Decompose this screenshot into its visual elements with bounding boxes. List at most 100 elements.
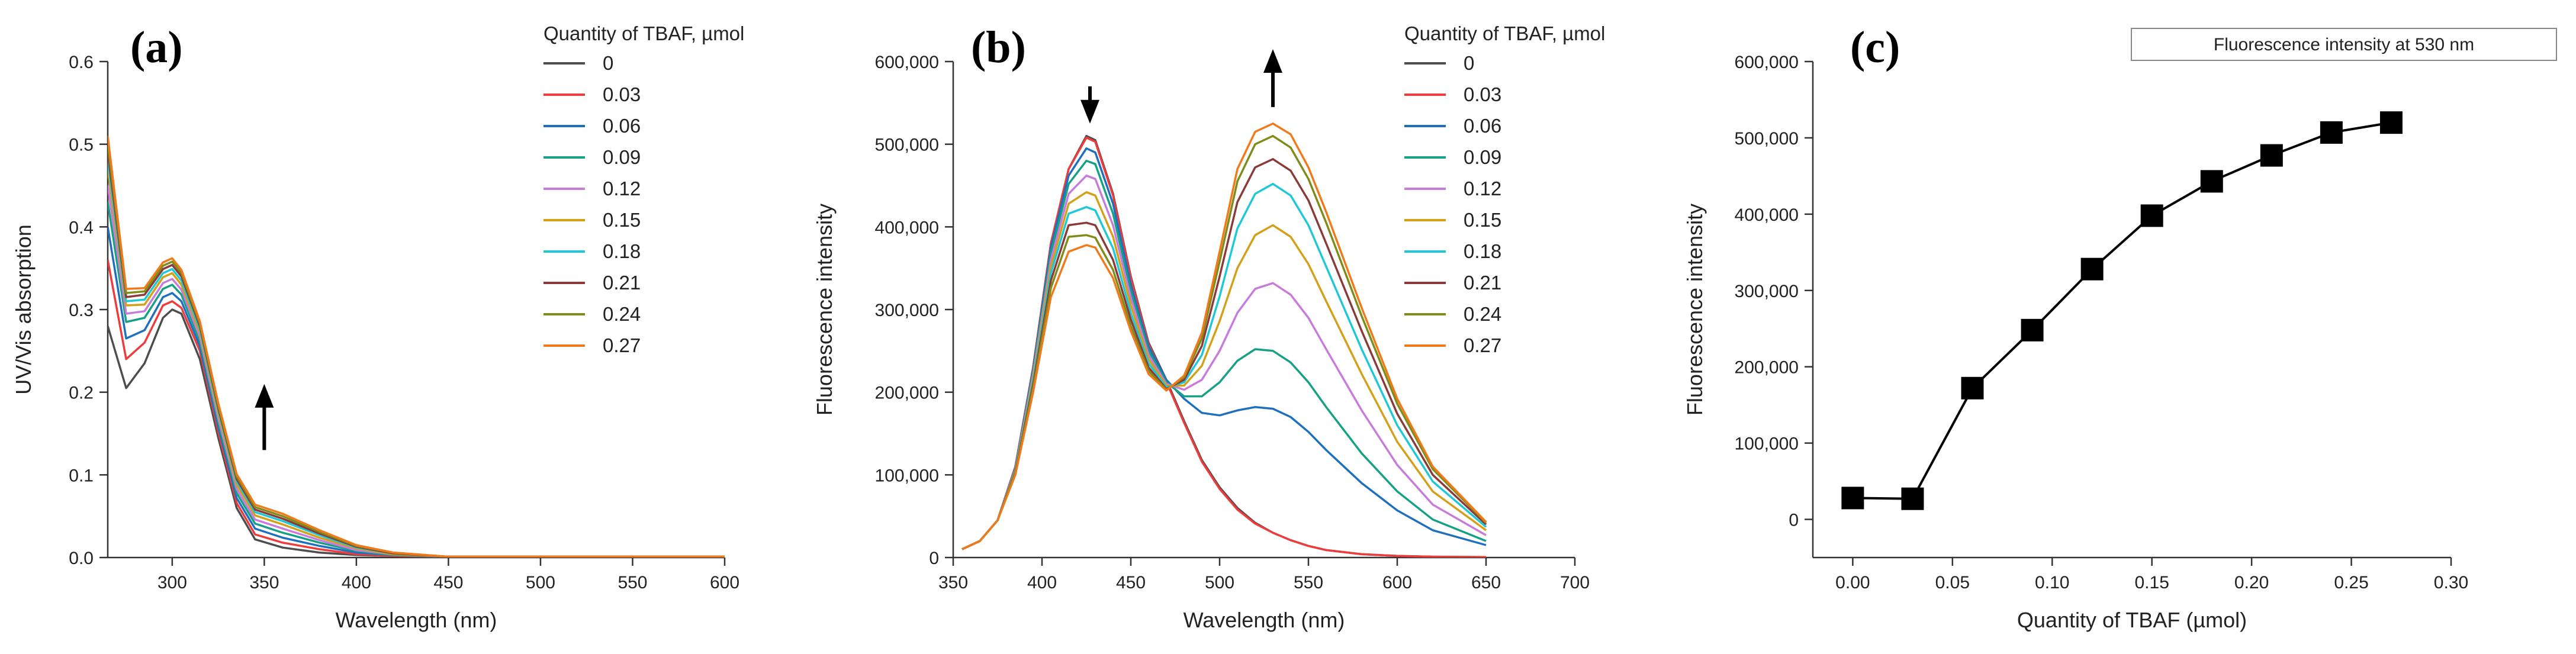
y-tick-label: 100,000 [875, 466, 939, 485]
series-group [961, 123, 1487, 558]
trend-arrow-0-head [1080, 99, 1099, 124]
x-tick-label: 0.25 [2334, 573, 2368, 592]
chart-panel-0: 300 350 400 450 500 550 600 0.0 0.1 0.2 0.3 0.4 0.5 0… [11, 22, 744, 632]
trend-arrow-1-head [1263, 49, 1282, 73]
legend-entry: 0.18 [1464, 240, 1501, 262]
y-tick-label: 400,000 [1735, 205, 1799, 225]
x-tick-label: 400 [1027, 573, 1057, 592]
legend-entry: 0.06 [603, 115, 641, 137]
legend-entry: 0.21 [603, 272, 641, 294]
y-tick-label: 300,000 [1735, 282, 1799, 301]
series-connector-line [1853, 121, 2392, 500]
y-tick-label: 0.5 [69, 136, 94, 155]
panel-label: (a) [130, 22, 183, 72]
y-tick-label: 0.6 [69, 53, 94, 72]
legend-entry: 0.18 [603, 240, 641, 262]
x-tick-label: 300 [157, 573, 187, 592]
legend-entry: 0 [603, 52, 613, 74]
y-tick-label: 500,000 [875, 136, 939, 155]
y-tick-label: 0.3 [69, 301, 94, 320]
x-tick-label: 550 [1294, 573, 1323, 592]
legend-box [2131, 28, 2557, 61]
x-tick-label: 0.00 [1835, 573, 1870, 592]
legend-entry: 0.03 [1464, 83, 1501, 105]
y-tick-label: 400,000 [875, 218, 939, 237]
legend-entry: 0.15 [603, 209, 641, 231]
y-tick-label: 0.0 [69, 549, 94, 568]
x-axis-title: Wavelength (nm) [336, 608, 497, 632]
x-tick-label: 600 [710, 573, 739, 592]
y-tick-label: 100,000 [1735, 434, 1799, 454]
x-tick-label: 600 [1382, 573, 1412, 592]
series-group [108, 136, 725, 558]
x-tick-label: 500 [526, 573, 555, 592]
chart-panel-1: 350 400 450 500 550 600 650 700 0 100,000 200,000 3… [812, 22, 1605, 632]
y-axis-title: Fluorescence intensity [812, 204, 837, 415]
y-tick-label: 600,000 [1735, 53, 1799, 72]
y-tick-label: 500,000 [1735, 129, 1799, 149]
data-point-marker [1841, 487, 1864, 510]
x-tick-label: 700 [1560, 573, 1590, 592]
data-point-marker [1901, 487, 1924, 510]
data-point-marker [2320, 121, 2343, 144]
legend-entry: 0.12 [1464, 178, 1501, 199]
x-tick-label: 0.10 [2035, 573, 2069, 592]
trend-arrow-0-head [255, 384, 274, 408]
y-axis-title: Fluorescence intensity [1683, 204, 1707, 415]
legend-entry: 0.09 [603, 146, 641, 168]
legend-entry: 0.24 [603, 303, 641, 325]
y-tick-label: 200,000 [875, 384, 939, 403]
legend-entry: 0.15 [1464, 209, 1501, 231]
y-tick-label: 600,000 [875, 53, 939, 72]
legend: Quantity of TBAF, µmol 0 0.03 0.06 0.09 0.12 0… [543, 22, 744, 356]
chart-panel-2: 0.00 0.05 0.10 0.15 0.20 0.25 0.30 0 100,000 200,… [1683, 22, 2557, 632]
legend-entry: 0.12 [603, 178, 641, 199]
legend-entry: 0.27 [603, 334, 641, 356]
legend-title: Quantity of TBAF, µmol [543, 22, 744, 44]
data-point-marker [2021, 318, 2044, 342]
series-line-0_27 [108, 136, 725, 558]
x-axis-title: Quantity of TBAF (µmol) [2017, 608, 2247, 632]
x-tick-label: 650 [1471, 573, 1501, 592]
legend-title: Fluorescence intensity at 530 nm [2214, 35, 2474, 54]
x-tick-label: 350 [938, 573, 968, 592]
x-tick-label: 0.05 [1935, 573, 1970, 592]
y-tick-label: 0.1 [69, 466, 94, 485]
data-point-marker [2080, 257, 2104, 281]
y-tick-label: 0.4 [69, 218, 94, 237]
legend: Fluorescence intensity at 530 nm [2131, 28, 2557, 61]
legend-entry: 0.21 [1464, 272, 1501, 294]
x-tick-label: 450 [433, 573, 463, 592]
x-tick-label: 500 [1205, 573, 1234, 592]
panel-label: (c) [1850, 22, 1900, 72]
legend-entry: 0.09 [1464, 146, 1501, 168]
x-tick-label: 0.20 [2234, 573, 2269, 592]
x-tick-label: 350 [249, 573, 279, 592]
x-axis-title: Wavelength (nm) [1184, 608, 1345, 632]
legend-entry: 0 [1464, 52, 1474, 74]
series-line-0_27 [961, 123, 1487, 550]
y-tick-label: 0 [929, 549, 939, 568]
x-tick-label: 400 [342, 573, 371, 592]
y-tick-label: 0.2 [69, 384, 94, 403]
x-tick-label: 550 [618, 573, 647, 592]
legend: Quantity of TBAF, µmol 0 0.03 0.06 0.09 0.12 0… [1404, 22, 1605, 356]
panel-label: (b) [971, 22, 1026, 72]
legend-entry: 0.27 [1464, 334, 1501, 356]
data-point-marker [2379, 111, 2403, 134]
legend-entry: 0.06 [1464, 115, 1501, 137]
y-tick-label: 300,000 [875, 301, 939, 320]
data-point-marker [2200, 170, 2223, 193]
data-point-marker [2260, 144, 2283, 167]
data-point-marker [2140, 204, 2163, 227]
y-axis-title: UV/Vis absorption [11, 224, 36, 395]
legend-title: Quantity of TBAF, µmol [1404, 22, 1605, 44]
x-tick-label: 450 [1116, 573, 1146, 592]
y-tick-label: 200,000 [1735, 358, 1799, 378]
data-point-marker [1961, 376, 1984, 400]
legend-entry: 0.03 [603, 83, 641, 105]
legend-entry: 0.24 [1464, 303, 1501, 325]
x-tick-label: 0.15 [2134, 573, 2169, 592]
y-tick-label: 0 [1789, 511, 1799, 530]
